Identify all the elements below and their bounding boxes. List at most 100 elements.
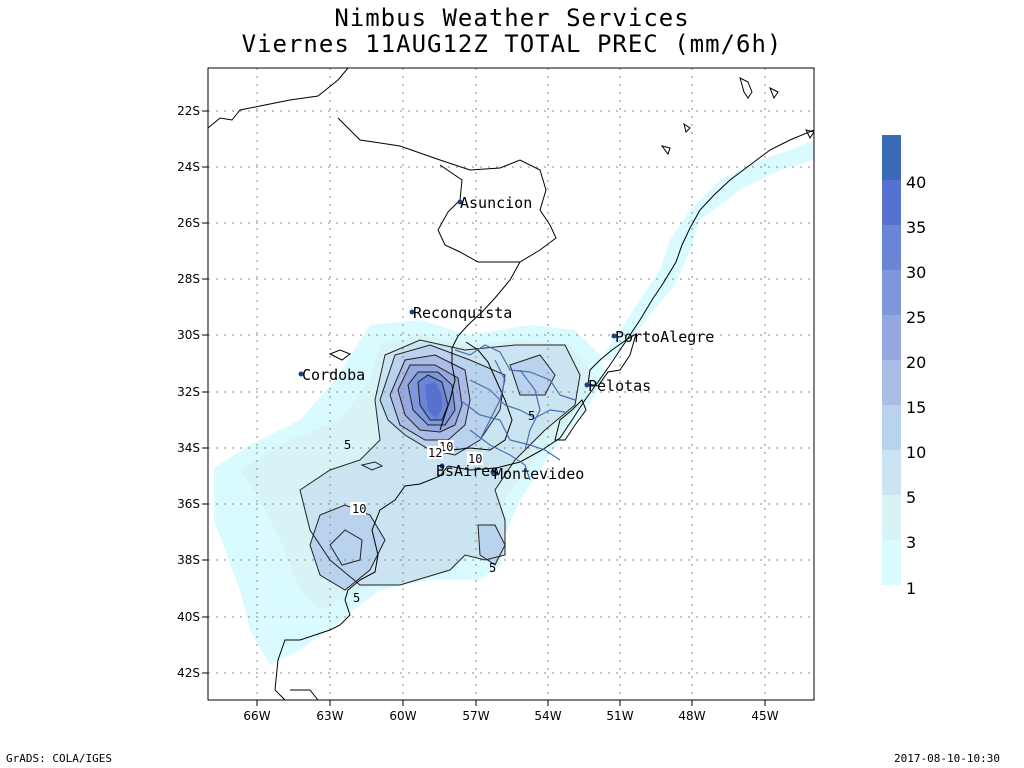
contour-label: 5	[344, 438, 351, 452]
legend-swatch-3	[882, 495, 901, 540]
city-label-bsaires: BsAires	[436, 462, 499, 480]
contour-25mm-center	[407, 371, 456, 426]
legend-swatch-30	[882, 225, 901, 270]
lat-label: 34S	[177, 441, 200, 455]
color-legend	[882, 135, 901, 585]
legend-label: 40	[906, 173, 926, 192]
brazil-coast	[447, 129, 814, 471]
legend-label: 20	[906, 353, 926, 372]
contour-label: 12	[428, 446, 442, 460]
legend-swatch-40	[882, 135, 901, 180]
river-4	[469, 429, 531, 481]
uruguay-rio-plata-border	[451, 341, 513, 451]
contour-15mm-center	[389, 354, 471, 441]
lat-label: 24S	[177, 160, 200, 174]
footer-credit: GrADS: COLA/IGES	[6, 752, 112, 765]
contour-label: 5	[528, 409, 535, 423]
lat-label: 30S	[177, 328, 200, 342]
contour-10mm-south	[309, 504, 386, 591]
contour-10mm-east	[509, 354, 556, 396]
city-markers	[298, 199, 617, 475]
contour-35mm-center	[417, 374, 449, 421]
contour-20mm-center	[397, 364, 463, 433]
lat-label: 28S	[177, 272, 200, 286]
legend-label: 25	[906, 308, 926, 327]
legend-swatch-1	[882, 540, 901, 585]
argentina-south-coast	[274, 465, 449, 700]
lat-label: 40S	[177, 610, 200, 624]
legend-label: 35	[906, 218, 926, 237]
river-5	[479, 359, 506, 441]
city-label-reconquista: Reconquista	[413, 304, 512, 322]
lon-label: 63W	[316, 709, 343, 723]
lat-label: 22S	[177, 104, 200, 118]
lon-label: 45W	[751, 709, 778, 723]
lon-label: 54W	[534, 709, 561, 723]
precip-10mm-area	[310, 505, 385, 590]
laguna-mar-chiquita	[328, 349, 352, 361]
lat-label: 26S	[177, 216, 200, 230]
river-2	[469, 379, 566, 419]
lat-label: 42S	[177, 666, 200, 680]
precip-shading	[214, 140, 814, 665]
city-marker-reconquista	[409, 309, 415, 315]
bolivia-paraguay-border	[208, 68, 349, 129]
city-marker-bsaires	[439, 463, 445, 469]
grid-lines	[208, 68, 814, 700]
river-6	[519, 369, 541, 451]
lon-label: 57W	[462, 709, 489, 723]
chart-title: Nimbus Weather Services	[334, 4, 690, 32]
legend-label: 3	[906, 533, 916, 552]
contour-10mm-center	[379, 344, 506, 456]
contour-label: 5	[353, 591, 360, 605]
precip-south-cell	[478, 525, 505, 565]
laguna-mirim	[554, 399, 587, 441]
legend-swatch-10	[882, 405, 901, 450]
precip-east-cell	[510, 355, 555, 395]
argentina-inner-border	[290, 689, 319, 700]
contour-15mm-south	[329, 529, 363, 566]
parana-river-border	[439, 261, 521, 431]
contour-5mm-isolated	[360, 461, 384, 471]
river-1	[454, 344, 576, 401]
ocean-islands	[660, 77, 814, 156]
legend-labels: 40 35 30 25 20 15 10 5 3 1	[906, 173, 926, 598]
precip-40mm-core	[425, 382, 442, 418]
contour-5mm	[299, 339, 581, 586]
city-label-asuncion: Asuncion	[460, 194, 532, 212]
longitude-labels: 66W 63W 60W 57W 54W 51W 48W 45W	[243, 709, 778, 723]
tick-marks	[202, 110, 766, 706]
city-marker-montevideo	[490, 469, 496, 475]
lon-label: 60W	[389, 709, 416, 723]
city-label-cordoba: Cordoba	[302, 366, 365, 384]
laguna-dos-patos	[587, 332, 637, 387]
city-labels: Asuncion Reconquista Cordoba PortoAlegre…	[302, 194, 714, 483]
latitude-labels: 22S 24S 26S 28S 30S 32S 34S 36S 38S 40S …	[177, 104, 200, 680]
city-marker-pelotas	[584, 382, 590, 388]
contour-labels: 5 5 10 10 10 12 5 5 5	[344, 409, 535, 605]
contour-label: 10	[468, 452, 482, 466]
legend-swatch-5	[882, 450, 901, 495]
lat-label: 36S	[177, 497, 200, 511]
map-area: Asuncion Reconquista Cordoba PortoAlegre…	[208, 68, 814, 700]
city-marker-cordoba	[298, 371, 304, 377]
lat-label: 32S	[177, 385, 200, 399]
map-frame	[207, 67, 815, 701]
contour-label: 5	[489, 561, 496, 575]
legend-label: 30	[906, 263, 926, 282]
river-3	[459, 399, 561, 461]
legend-swatch-35	[882, 180, 901, 225]
lat-label: 38S	[177, 553, 200, 567]
precip-1mm-coast	[600, 140, 814, 360]
paraguay-outline	[337, 117, 557, 263]
city-marker-portoalegre	[611, 333, 617, 339]
coastlines-borders	[208, 68, 814, 700]
city-marker-asuncion	[457, 199, 463, 205]
contour-lines	[299, 339, 581, 591]
legend-label: 10	[906, 443, 926, 462]
lon-label: 51W	[606, 709, 633, 723]
lon-label: 66W	[243, 709, 270, 723]
legend-swatch-20	[882, 315, 901, 360]
legend-swatch-15	[882, 360, 901, 405]
